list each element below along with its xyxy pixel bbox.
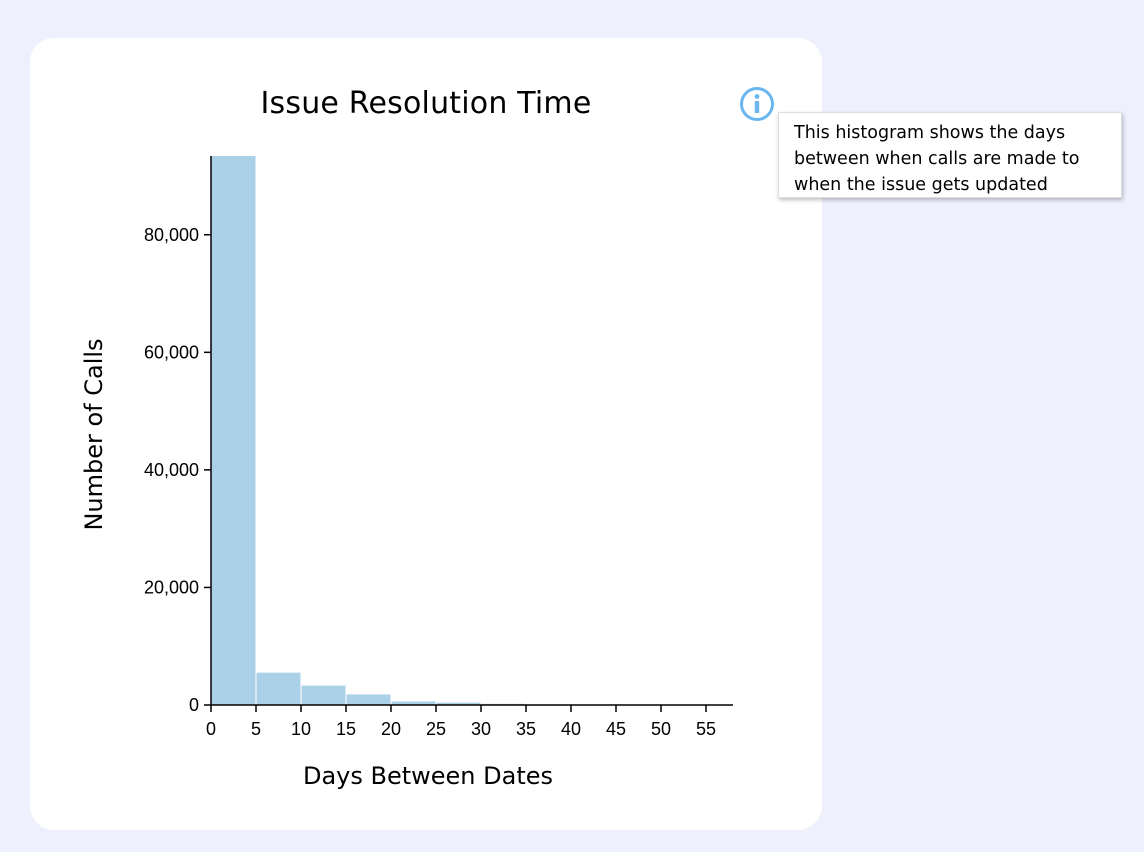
histogram-bar bbox=[391, 701, 436, 705]
x-tick-label: 45 bbox=[606, 719, 626, 739]
histogram-bar bbox=[211, 156, 256, 705]
x-tick-label: 0 bbox=[206, 719, 216, 739]
x-tick-label: 10 bbox=[291, 719, 311, 739]
y-tick-label: 80,000 bbox=[144, 225, 199, 245]
x-tick-label: 55 bbox=[696, 719, 716, 739]
x-tick-label: 30 bbox=[471, 719, 491, 739]
histogram-bar bbox=[346, 694, 391, 705]
histogram-bar bbox=[256, 672, 301, 705]
y-axis: 0 20,000 40,000 60,000 80,000 bbox=[144, 156, 212, 715]
y-tick-label: 60,000 bbox=[144, 342, 199, 362]
info-tooltip: This histogram shows the days between wh… bbox=[778, 112, 1122, 198]
x-tick-label: 20 bbox=[381, 719, 401, 739]
chart-title: Issue Resolution Time bbox=[260, 86, 592, 121]
histogram-bar bbox=[436, 702, 481, 705]
x-tick-label: 50 bbox=[651, 719, 671, 739]
histogram-bars bbox=[211, 156, 706, 705]
x-tick-label: 35 bbox=[516, 719, 536, 739]
histogram-chart: 0 20,000 40,000 60,000 80,000 0 5 10 15 20 25 30 35… bbox=[80, 156, 733, 790]
y-tick-label: 20,000 bbox=[144, 577, 199, 597]
x-tick-label: 15 bbox=[336, 719, 356, 739]
info-circle-icon[interactable] bbox=[739, 86, 775, 122]
x-tick-label: 5 bbox=[251, 719, 261, 739]
chart-card: Issue Resolution Time 0 20,000 40,000 60,00… bbox=[30, 38, 822, 830]
x-tick-label: 40 bbox=[561, 719, 581, 739]
y-axis-label: Number of Calls bbox=[80, 338, 108, 530]
x-axis-label: Days Between Dates bbox=[303, 762, 553, 790]
x-axis: 0 5 10 15 20 25 30 35 40 45 50 55 bbox=[206, 704, 733, 739]
y-tick-label: 40,000 bbox=[144, 460, 199, 480]
x-tick-label: 25 bbox=[426, 719, 446, 739]
y-tick-label: 0 bbox=[189, 695, 199, 715]
histogram-bar bbox=[301, 685, 346, 705]
